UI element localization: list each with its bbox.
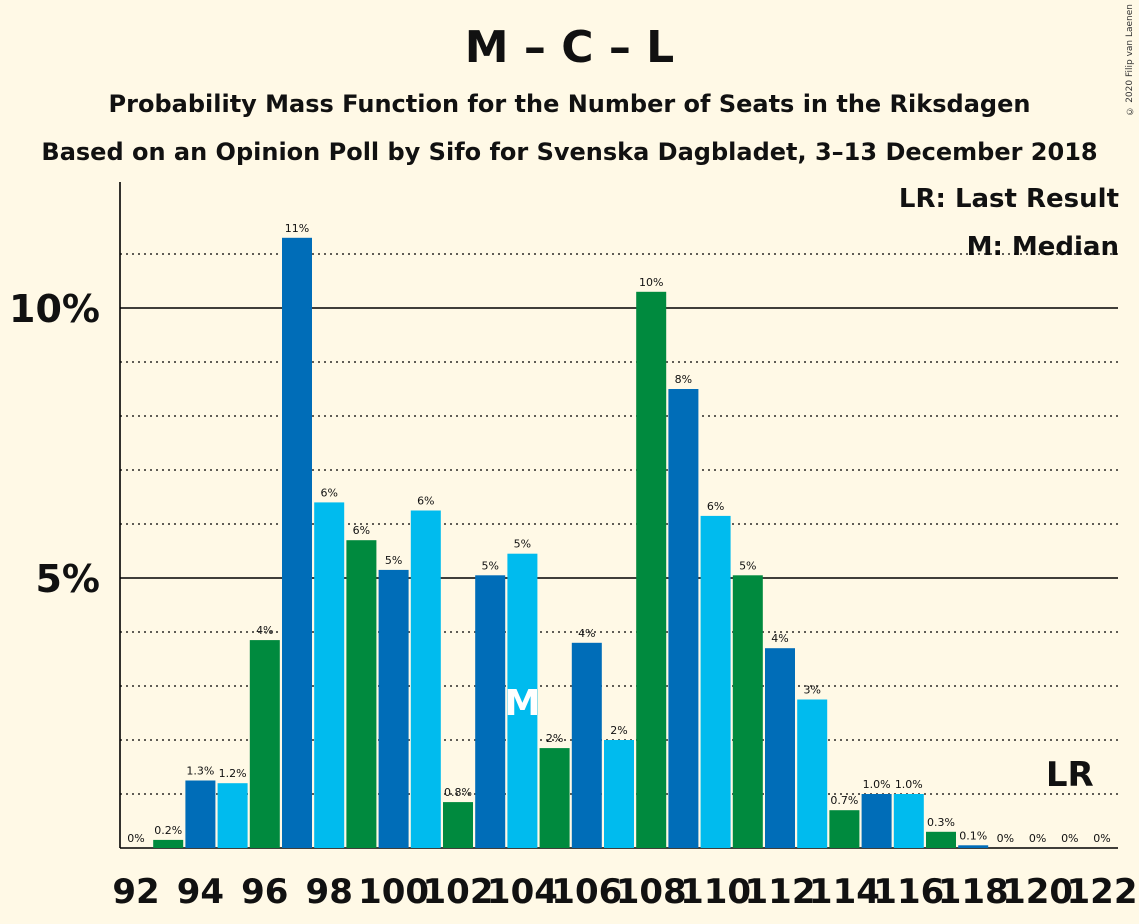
legend-last-result: LR: Last Result [898,184,1119,214]
bar [668,389,699,848]
data-label: 0% [997,832,1014,845]
bar [604,740,634,848]
x-tick-label: 118 [938,872,1009,912]
data-label: 1.0% [863,778,891,791]
x-tick-label: 114 [809,872,880,912]
data-label: 10% [639,276,663,289]
x-tick-label: 98 [306,872,353,912]
data-label: 1.3% [186,765,214,778]
data-label: 0% [1061,832,1078,845]
bar [475,575,506,848]
data-label: 5% [514,538,531,551]
bar [797,699,828,848]
x-tick-label: 112 [745,872,816,912]
bar [410,510,441,848]
x-tick-label: 100 [358,872,429,912]
data-label: 1.2% [219,767,247,780]
data-label: 0.7% [830,794,858,807]
bar [571,642,602,848]
x-tick-label: 96 [241,872,288,912]
bar [217,783,248,848]
data-label: 1.0% [895,778,923,791]
data-label: 0.8% [444,786,472,799]
data-label: 0% [127,832,144,845]
x-tick-label: 104 [487,872,558,912]
data-label: 6% [320,486,337,499]
bar [443,802,473,848]
data-label: 2% [546,732,563,745]
bar [346,540,377,848]
chart-title: M – C – L [464,22,675,73]
last-result-marker: LR [1046,755,1094,795]
x-tick-label: 116 [873,872,944,912]
bar [507,553,538,848]
data-label: 6% [353,524,370,537]
bar [282,237,312,849]
data-label: 8% [675,373,692,386]
data-label: 4% [578,627,595,640]
data-label: 6% [417,495,434,508]
bar [861,794,892,848]
bar [732,575,763,848]
bar [249,640,280,848]
bar [314,502,345,848]
data-label: 0% [1029,832,1046,845]
data-label: 2% [610,724,627,737]
chart-subtitle: Probability Mass Function for the Number… [108,90,1031,118]
y-tick-label: 5% [35,557,100,601]
x-tick-label: 106 [551,872,622,912]
bar [958,845,989,848]
x-tick-label: 120 [1002,872,1073,912]
data-label: 3% [803,684,820,697]
y-tick-label: 10% [9,287,100,331]
data-label: 0% [1093,832,1110,845]
x-tick-label: 94 [177,872,224,912]
bar [829,810,860,848]
bar [185,780,216,848]
data-label: 5% [385,554,402,567]
bar [765,648,795,848]
bar [893,794,924,848]
data-label: 11% [285,222,309,235]
chart-subtitle-source: Based on an Opinion Poll by Sifo for Sve… [41,138,1098,166]
x-tick-label: 102 [423,872,494,912]
x-tick-label: 122 [1067,872,1138,912]
data-label: 4% [256,624,273,637]
data-label: 4% [771,632,788,645]
bar [153,839,184,848]
x-tick-label: 108 [616,872,687,912]
data-label: 0.3% [927,816,955,829]
x-tick-label: 92 [112,872,159,912]
bar [700,515,731,848]
legend-median: M: Median [966,232,1119,262]
median-marker: M [504,683,540,724]
bar [378,569,409,848]
x-tick-label: 110 [680,872,751,912]
bar [926,831,956,848]
data-label: 0.2% [154,824,182,837]
data-label: 6% [707,500,724,513]
data-label: 5% [481,559,498,572]
bar [539,748,570,848]
data-label: 5% [739,559,756,572]
data-label: 0.1% [959,829,987,842]
bar [636,291,667,848]
